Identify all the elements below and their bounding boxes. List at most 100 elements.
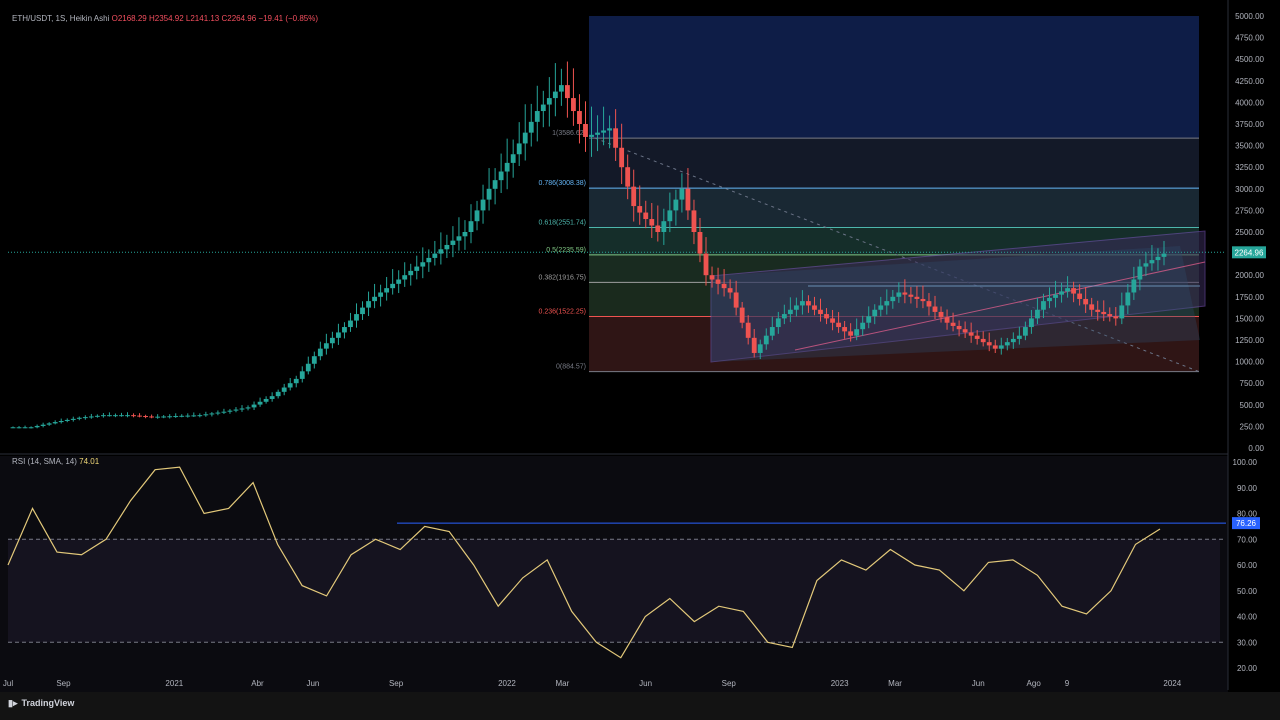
candle	[938, 311, 944, 318]
candle	[812, 305, 817, 310]
candle	[926, 301, 932, 307]
rsi-tick-label: 90.00	[1237, 484, 1258, 493]
candle	[46, 423, 52, 425]
candle	[58, 421, 64, 423]
candle	[1047, 297, 1052, 302]
candle	[1016, 335, 1022, 339]
candle	[673, 199, 679, 211]
candle	[354, 314, 359, 321]
candle	[727, 288, 733, 293]
candle	[607, 128, 613, 131]
candle	[438, 249, 444, 254]
tradingview-brand[interactable]: ▮▸ TradingView	[8, 698, 74, 709]
price-tick-label: 2000.00	[1235, 271, 1264, 280]
candle	[1035, 309, 1040, 319]
brand-label: TradingView	[21, 698, 75, 708]
candle	[980, 338, 986, 343]
time-tick-label: 2023	[831, 679, 849, 688]
candle	[420, 262, 426, 267]
fib-level-label: 0.786(3008.38)	[539, 180, 586, 187]
candle	[806, 301, 811, 306]
candle	[155, 416, 161, 418]
candle	[986, 342, 992, 346]
price-tick-label: 2750.00	[1235, 206, 1264, 215]
candle	[781, 314, 787, 319]
candle	[342, 327, 347, 333]
candle	[1107, 314, 1113, 317]
candle	[1113, 316, 1119, 319]
candle	[854, 329, 860, 336]
fib-zone	[589, 138, 1199, 189]
candle	[40, 424, 46, 426]
candle	[456, 236, 462, 241]
candle	[775, 318, 781, 328]
candle	[317, 348, 323, 357]
candle	[878, 305, 884, 310]
candle	[667, 210, 673, 222]
candle	[516, 143, 522, 155]
candle	[1053, 294, 1058, 298]
channel-inner	[711, 246, 1200, 362]
candle	[583, 124, 588, 137]
candle	[848, 331, 854, 336]
candle	[366, 301, 371, 308]
rsi-value: 74.01	[79, 457, 100, 466]
price-tick-label: 3750.00	[1235, 120, 1264, 129]
channel-midline	[794, 261, 1206, 351]
candle	[890, 296, 896, 302]
candle	[119, 415, 124, 417]
candle	[34, 425, 40, 428]
rsi-tick-label: 70.00	[1237, 535, 1258, 544]
candle	[528, 121, 534, 133]
candle	[504, 162, 510, 172]
price-tick-label: 250.00	[1240, 422, 1265, 431]
candle	[824, 314, 829, 319]
rsi-legend: RSI (14, SMA, 14) 74.01	[12, 457, 99, 466]
candle	[968, 332, 974, 336]
ascending-channel	[710, 230, 1206, 363]
candle	[329, 337, 335, 344]
candle	[546, 98, 552, 105]
candle	[474, 210, 480, 222]
candle	[787, 309, 793, 315]
candle	[655, 225, 661, 232]
price-tick-label: 5000.00	[1235, 12, 1264, 21]
candle	[251, 404, 257, 408]
time-tick-label: Mar	[888, 679, 902, 688]
candle	[540, 104, 546, 112]
candle	[619, 147, 625, 168]
candle	[10, 427, 16, 429]
candle	[902, 292, 908, 295]
candle	[450, 240, 456, 245]
candle	[480, 199, 486, 211]
candle	[360, 307, 365, 315]
candle	[601, 130, 606, 133]
candle	[800, 301, 805, 306]
candle	[233, 409, 239, 411]
candle	[757, 344, 763, 353]
ohlc-values: O2168.29 H2354.92 L2141.13 C2264.96 −19.…	[111, 14, 318, 23]
candle	[263, 398, 269, 402]
candle	[956, 325, 962, 330]
candle	[842, 327, 848, 332]
candle	[836, 322, 841, 328]
rsi-tick-label: 80.00	[1237, 510, 1258, 519]
candle	[402, 275, 408, 280]
candle	[275, 391, 281, 397]
price-tick-label: 3250.00	[1235, 163, 1264, 172]
candle	[510, 154, 516, 163]
symbol-name[interactable]: ETH/USDT, 1S, Heikin Ashi	[12, 14, 110, 23]
candle	[577, 111, 582, 124]
rsi-tick-label: 50.00	[1237, 587, 1258, 596]
current-price-tag	[1232, 246, 1266, 259]
rsi-tick-label: 100.00	[1233, 458, 1258, 467]
rsi-label[interactable]: RSI (14, SMA, 14)	[12, 457, 77, 466]
candle	[564, 85, 570, 99]
candle	[1143, 263, 1149, 267]
candle	[372, 296, 377, 302]
fib-level-label: 1(3586.62)	[552, 130, 586, 137]
candle	[733, 292, 739, 308]
symbol-legend: ETH/USDT, 1S, Heikin Ashi O2168.29 H2354…	[12, 14, 318, 23]
